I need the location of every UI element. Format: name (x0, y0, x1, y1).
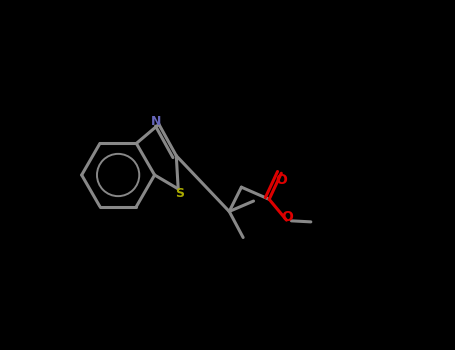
Text: O: O (276, 173, 288, 187)
Text: O: O (281, 210, 293, 224)
Text: S: S (175, 187, 184, 199)
Text: N: N (151, 115, 162, 128)
